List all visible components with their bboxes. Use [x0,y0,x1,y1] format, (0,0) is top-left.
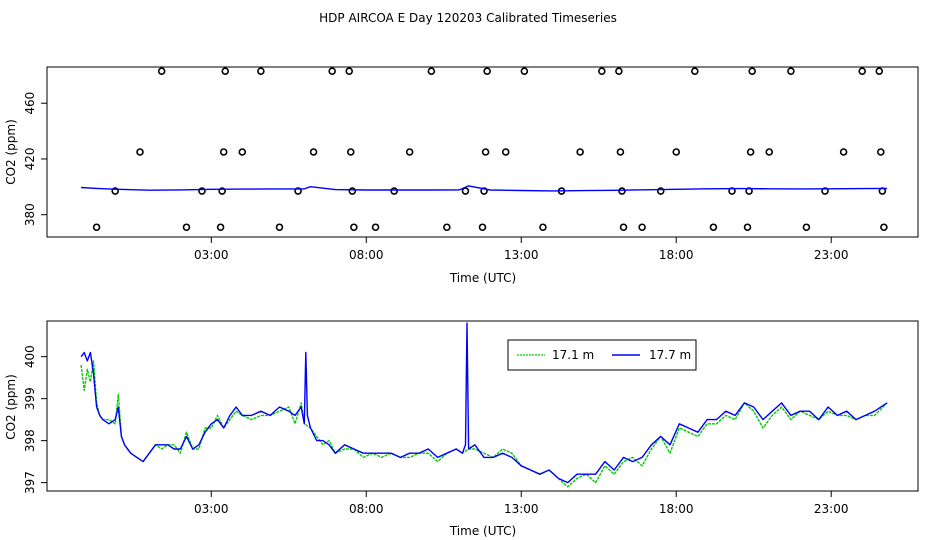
top-x-axis-label: Time (UTC) [449,271,516,285]
bottom-y-axis-label: CO2 (ppm) [4,374,18,440]
bottom-x-axis-label: Time (UTC) [449,524,516,538]
top-panel: 03:00 08:00 13:00 18:00 23:00 380 420 460 Time… [4,66,919,285]
data-point-marker [257,67,265,75]
y-tick-label: 460 [23,92,37,115]
x-tick-label: 08:00 [349,502,384,516]
data-point-marker [350,223,358,232]
data-point-marker [618,187,626,195]
data-point-marker [405,148,414,156]
data-point-marker [802,223,811,232]
legend-box [507,339,697,371]
data-point-marker [539,223,547,232]
legend-label-17-1m: 17.1 m [552,348,594,362]
data-point-marker [221,67,230,75]
y-tick-label: 380 [23,203,37,226]
top-x-axis: 03:00 08:00 13:00 18:00 23:00 [194,237,849,262]
data-point-marker [198,187,206,195]
data-point-marker [309,148,318,156]
data-point-marker [598,67,606,75]
series-line [81,185,888,192]
x-tick-label: 18:00 [659,248,694,262]
data-point-marker [480,187,488,195]
x-tick-label: 18:00 [659,502,694,516]
data-point-marker [691,67,699,75]
data-point-marker [743,223,752,232]
data-point-marker [461,187,470,195]
data-point-marker [748,67,756,75]
legend-label-17-7m: 17.7 m [649,348,691,362]
figure-title: HDP AIRCOA E Day 120203 Calibrated Times… [319,11,617,25]
data-point-marker [328,67,336,75]
data-point-marker [765,148,774,156]
x-tick-label: 08:00 [349,248,384,262]
y-tick-label: 398 [23,429,37,452]
x-tick-label: 13:00 [504,502,539,516]
data-point-marker [615,67,623,75]
x-tick-label: 03:00 [194,502,229,516]
data-point-marker [709,223,718,232]
data-point-marker [238,148,247,156]
data-point-marker [746,148,755,156]
y-tick-label: 400 [23,345,37,368]
bottom-y-axis: 397 398 399 400 [23,345,47,494]
data-point-marker [877,148,885,156]
bottom-plot-area [80,322,888,488]
data-point-marker [501,148,510,156]
x-tick-label: 03:00 [194,248,229,262]
data-point-marker [576,148,584,156]
top-y-axis-label: CO2 (ppm) [4,119,18,185]
data-point-marker [880,223,888,232]
data-point-marker [345,67,354,75]
data-point-marker [821,187,829,195]
data-point-marker [294,187,302,195]
data-point-marker [619,223,628,232]
bottom-plot-frame [46,320,919,492]
data-point-marker [136,148,144,156]
data-point-marker [371,223,380,232]
bottom-panel: 03:00 08:00 13:00 18:00 23:00 397 398 399 400 T… [4,320,919,538]
legend: 17.1 m 17.7 m [507,339,697,371]
data-point-marker [520,67,529,75]
data-point-marker [858,67,867,75]
x-tick-label: 13:00 [504,248,539,262]
data-point-marker [275,223,284,232]
x-tick-label: 23:00 [814,248,849,262]
y-tick-label: 397 [23,471,37,494]
series-line-17-7m [80,322,888,484]
data-point-marker [443,223,451,232]
data-point-marker [672,148,681,156]
bottom-x-axis: 03:00 08:00 13:00 18:00 23:00 [194,491,849,516]
data-point-marker [182,223,191,232]
y-tick-label: 420 [23,148,37,171]
data-point-marker [427,67,436,75]
data-point-marker [216,223,225,232]
data-point-marker [483,67,491,75]
data-point-marker [481,148,490,156]
data-point-marker [219,148,228,156]
data-point-marker [638,223,646,232]
data-point-marker [656,187,665,195]
data-point-marker [157,67,166,75]
data-point-marker [875,67,884,75]
x-tick-label: 23:00 [814,502,849,516]
top-y-axis: 380 420 460 [23,92,47,226]
data-point-marker [478,223,487,232]
data-point-marker [348,187,357,195]
data-point-marker [92,223,101,232]
data-point-marker [839,148,848,156]
series-line-17-1m [80,360,888,488]
data-point-marker [346,148,355,156]
top-plot-frame [46,66,919,238]
data-point-marker [390,187,398,195]
top-plot-area [81,67,888,232]
data-point-marker [787,67,795,75]
data-point-marker [218,187,226,195]
y-tick-label: 399 [23,387,37,410]
data-point-marker [111,187,119,195]
data-point-marker [616,148,625,156]
